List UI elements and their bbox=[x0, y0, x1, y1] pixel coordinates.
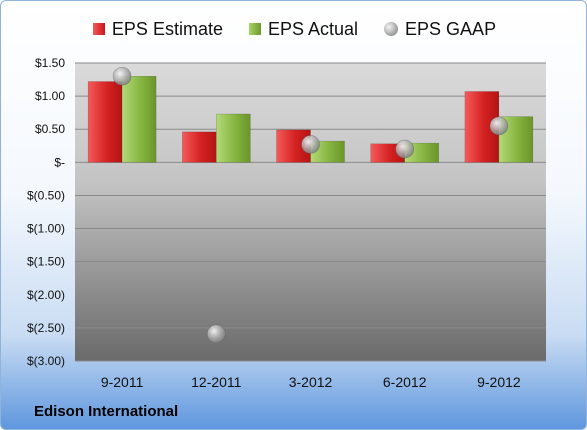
y-tick-label: $0.50 bbox=[35, 122, 65, 136]
point-eps-gaap bbox=[112, 66, 132, 86]
y-tick-label: $(2.00) bbox=[27, 288, 65, 302]
bar-eps-estimate bbox=[182, 131, 217, 163]
bar-eps-actual bbox=[216, 113, 251, 163]
legend-item-actual: EPS Actual bbox=[248, 18, 359, 40]
x-tick-label: 6-2012 bbox=[383, 374, 427, 390]
y-tick-label: $1.50 bbox=[35, 56, 65, 70]
x-tick-label: 9-2011 bbox=[101, 374, 144, 390]
y-tick-label: $(0.50) bbox=[27, 188, 65, 202]
legend-label-actual: EPS Actual bbox=[267, 18, 359, 39]
legend-item-estimate: EPS Estimate bbox=[92, 18, 223, 40]
y-tick-label: $(1.50) bbox=[27, 255, 65, 269]
y-tick-label: $- bbox=[54, 155, 65, 169]
y-axis-ticks: $1.50 $1.00 $0.50 $- $(0.50) $(1.00) $(1.50) $(… bbox=[27, 56, 65, 368]
x-tick-label: 3-2012 bbox=[289, 374, 333, 390]
y-tick-label: $(1.00) bbox=[27, 222, 65, 236]
y-tick-label: $1.00 bbox=[35, 89, 65, 103]
legend-swatch-estimate bbox=[92, 23, 105, 35]
bar-eps-actual bbox=[121, 75, 157, 163]
legend-item-gaap: EPS GAAP bbox=[384, 19, 496, 40]
bar-eps-estimate bbox=[87, 81, 123, 163]
y-tick-label: $(3.00) bbox=[27, 354, 65, 368]
point-eps-gaap bbox=[207, 324, 226, 344]
point-eps-gaap bbox=[301, 135, 320, 154]
x-axis-ticks: 9-2011 12-2011 3-2012 6-2012 9-2012 bbox=[101, 374, 521, 390]
gaap-points bbox=[112, 66, 509, 344]
point-eps-gaap bbox=[489, 116, 509, 136]
legend-swatch-actual bbox=[248, 23, 261, 35]
legend-label-estimate: EPS Estimate bbox=[111, 18, 223, 39]
x-tick-label: 9-2012 bbox=[477, 374, 521, 390]
x-tick-label: 12-2011 bbox=[191, 374, 242, 390]
legend-swatch-gaap bbox=[384, 22, 399, 36]
company-name: Edison International bbox=[34, 403, 179, 420]
chart-legend: EPS Estimate EPS Actual EPS GAAP bbox=[1, 15, 586, 43]
legend-label-gaap: EPS GAAP bbox=[405, 18, 497, 39]
point-eps-gaap bbox=[395, 139, 415, 159]
y-tick-label: $(2.50) bbox=[27, 321, 65, 335]
